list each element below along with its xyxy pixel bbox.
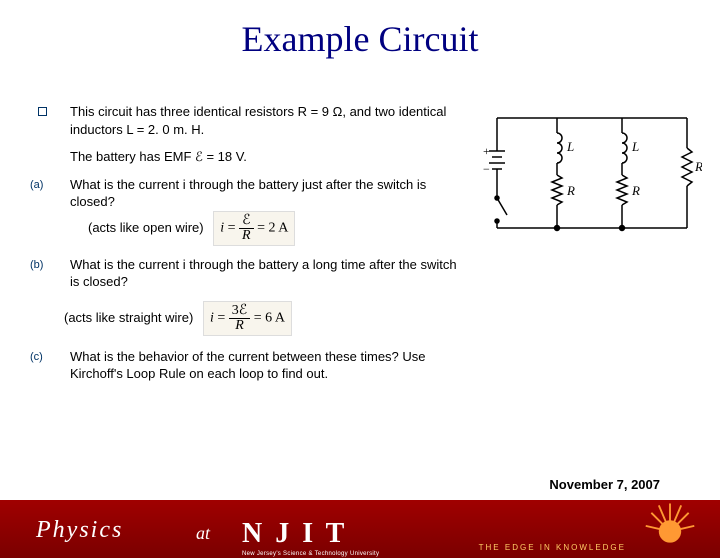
footer-njit-sub: New Jersey's Science & Technology Univer… [242,551,379,557]
page-title: Example Circuit [0,18,720,60]
circuit-R-label-3: R [694,159,702,174]
part-b-answer: (acts like straight wire) i = 3ℰR = 6 A [64,301,460,336]
bullet-square-icon [30,103,70,166]
part-b-text: What is the current i through the batter… [70,256,460,291]
circuit-diagram: + − L R L R R [477,103,702,243]
part-a-label: (a) [30,176,70,246]
part-a-text: What is the current i through the batter… [70,176,460,246]
part-b-hint: (acts like straight wire) [64,310,193,325]
intro-line1: This circuit has three identical resisto… [70,103,460,138]
part-a-row: (a) What is the current i through the ba… [30,176,460,246]
circuit-R-label-1: R [566,183,575,198]
slide-date: November 7, 2007 [549,477,660,492]
svg-text:+: + [483,144,490,158]
footer-at: at [196,523,210,544]
sun-icon [642,496,698,552]
svg-text:−: − [483,162,490,176]
intro-row: This circuit has three identical resisto… [30,103,460,166]
part-c-row: (c) What is the behavior of the current … [30,348,460,383]
intro-text: This circuit has three identical resisto… [70,103,460,166]
content-area: This circuit has three identical resisto… [30,103,460,393]
part-b-row: (b) What is the current i through the ba… [30,256,460,291]
footer-bar: Physics at N J I T New Jersey's Science … [0,500,720,558]
part-c-text: What is the behavior of the current betw… [70,348,460,383]
footer-edge: THE EDGE IN KNOWLEDGE [479,543,626,552]
part-b-formula: i = 3ℰR = 6 A [203,301,292,336]
circuit-R-label-2: R [631,183,640,198]
part-c-label: (c) [30,348,70,383]
footer-njit: N J I T [242,518,347,550]
part-b-label: (b) [30,256,70,291]
intro-line2: The battery has EMF ℰ = 18 V. [70,148,460,166]
part-a-hint: (acts like open wire) i = ℰR = 2 A [88,211,460,246]
circuit-L-label-1: L [566,139,574,154]
circuit-L-label-2: L [631,139,639,154]
part-a-formula: i = ℰR = 2 A [213,211,295,246]
